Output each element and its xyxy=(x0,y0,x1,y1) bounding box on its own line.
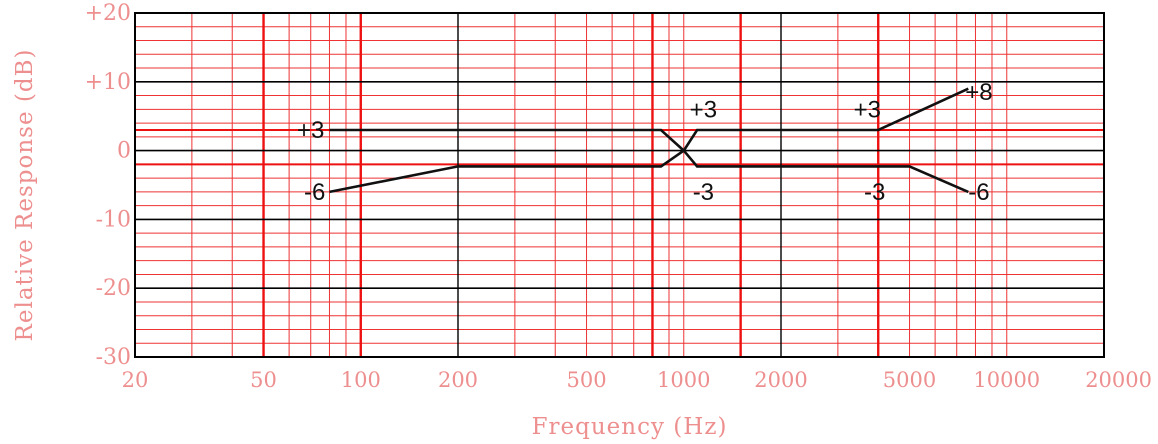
grid xyxy=(134,13,1105,357)
curve-annotation: -6 xyxy=(968,179,989,206)
x-tick-label: 20000 xyxy=(1085,368,1152,392)
curve-annotation: +8 xyxy=(965,79,992,106)
curve-annotation: -3 xyxy=(864,179,885,206)
response-curve-1 xyxy=(329,87,969,153)
curve-annotation: +3 xyxy=(690,96,717,123)
x-tick-labels: 20 50 100 200 500 1000 2000 5000 10000 20000 xyxy=(122,368,1152,392)
y-tick-label: +20 xyxy=(85,1,131,26)
x-tick-label: 50 xyxy=(250,368,277,392)
y-tick-label: -30 xyxy=(96,345,131,370)
plot-frame xyxy=(134,12,1105,358)
x-tick-label: 20 xyxy=(122,368,149,392)
x-tick-label: 10000 xyxy=(973,368,1040,392)
curve-annotation: -3 xyxy=(693,179,714,206)
y-tick-label: 0 xyxy=(117,139,131,164)
curves xyxy=(329,87,969,194)
x-tick-label: 1000 xyxy=(657,368,710,392)
y-tick-label: -10 xyxy=(96,207,131,232)
annotations: +3 -6 +3 -3 +3 -3 +8 -6 xyxy=(297,79,993,206)
x-axis-label: Frequency (Hz) xyxy=(532,414,728,440)
y-tick-labels: +20 +10 0 -10 -20 -30 xyxy=(85,1,131,370)
x-tick-label: 2000 xyxy=(754,368,807,392)
curve-annotation: +3 xyxy=(297,117,324,144)
curve-annotation: -6 xyxy=(304,179,325,206)
y-tick-label: -20 xyxy=(96,276,131,301)
response-curve-2 xyxy=(329,148,969,194)
y-tick-label: +10 xyxy=(85,70,131,95)
x-tick-label: 200 xyxy=(438,368,478,392)
x-tick-label: 100 xyxy=(341,368,381,392)
x-tick-label: 5000 xyxy=(883,368,936,392)
x-tick-label: 500 xyxy=(566,368,606,392)
curve-annotation: +3 xyxy=(854,96,881,123)
y-axis-label: Relative Response (dB) xyxy=(12,49,38,342)
